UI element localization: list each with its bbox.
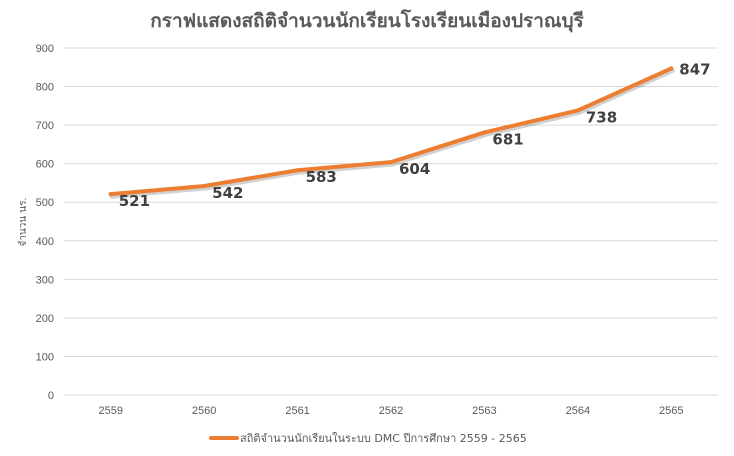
data-labels: 521 542 583 604 681 738 847	[119, 60, 711, 210]
data-label: 681	[492, 130, 523, 148]
x-tick-label: 2560	[192, 405, 216, 417]
data-point	[202, 184, 207, 189]
data-label: 542	[212, 184, 243, 202]
x-tick-label: 2565	[659, 405, 683, 417]
x-axis-ticks: 2559 2560 2561 2562 2563 2564 2565	[98, 405, 683, 417]
y-tick-label: 900	[36, 43, 54, 55]
legend: สถิติจำนวนนักเรียนในระบบ DMC ปีการศึกษา …	[209, 432, 527, 445]
data-label: 583	[306, 168, 337, 186]
series-lines	[108, 66, 675, 199]
x-tick-label: 2561	[285, 405, 309, 417]
chart-title: กราฟแสดงสถิติจำนวนนักเรียนโรงเรียนเมืองป…	[150, 9, 584, 33]
y-axis-label: จำนวน นร.	[18, 197, 29, 246]
data-point	[389, 160, 393, 165]
data-label: 604	[399, 160, 430, 178]
x-tick-label: 2559	[98, 405, 122, 417]
series-line	[108, 66, 674, 197]
y-tick-label: 700	[36, 120, 54, 132]
data-label: 521	[119, 192, 150, 210]
x-tick-label: 2562	[379, 405, 403, 417]
y-tick-label: 200	[36, 313, 54, 325]
series-line-shadow	[109, 67, 675, 199]
y-tick-label: 0	[48, 390, 54, 402]
legend-label: สถิติจำนวนนักเรียนในระบบ DMC ปีการศึกษา …	[240, 432, 527, 445]
data-point	[295, 168, 300, 173]
y-tick-label: 500	[36, 197, 54, 209]
y-tick-label: 300	[36, 274, 54, 286]
y-tick-label: 800	[36, 82, 54, 94]
data-point	[108, 192, 113, 197]
y-axis-ticks: 0 100 200 300 400 500 600 700 800 900	[36, 43, 54, 402]
data-label: 738	[586, 108, 617, 126]
y-tick-label: 400	[36, 236, 54, 248]
y-tick-label: 100	[36, 351, 54, 363]
x-tick-label: 2563	[472, 405, 496, 417]
gridlines	[64, 47, 718, 396]
data-label: 847	[679, 60, 710, 78]
data-point	[575, 108, 580, 113]
x-tick-label: 2564	[566, 405, 590, 417]
y-tick-label: 600	[36, 159, 54, 171]
data-point	[482, 130, 487, 135]
data-point	[669, 66, 674, 71]
